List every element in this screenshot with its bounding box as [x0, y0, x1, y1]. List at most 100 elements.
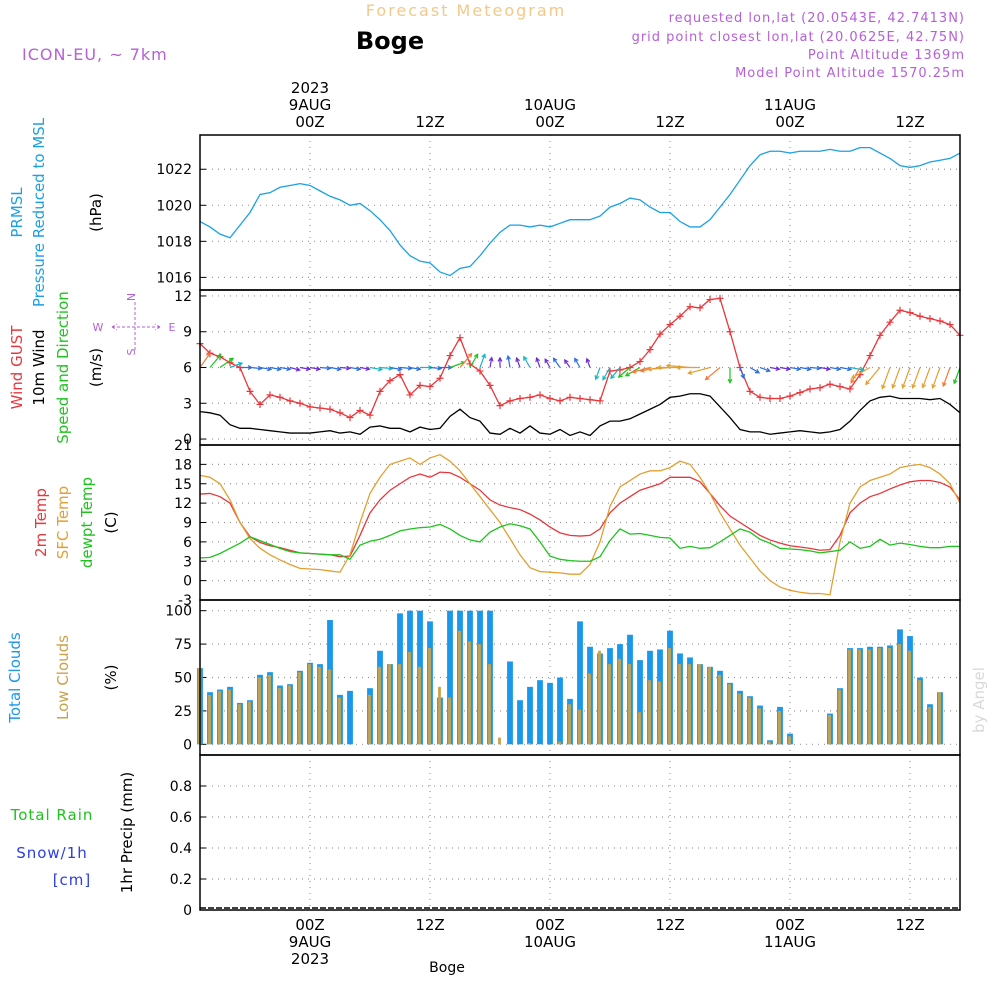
low-cloud-bar	[608, 664, 611, 745]
low-cloud-bar	[418, 666, 421, 745]
gust-marker	[486, 381, 494, 389]
gust-marker	[676, 312, 684, 320]
gust-marker	[936, 317, 944, 325]
wind-direction-arrow	[269, 366, 281, 370]
wind-arrow-head	[523, 355, 528, 361]
wind-arrow-head	[911, 383, 917, 389]
low-cloud-bar	[928, 706, 931, 745]
wind-arrow-head	[639, 367, 645, 373]
gust-marker	[406, 391, 414, 399]
wind-direction-arrow	[329, 366, 341, 370]
low-cloud-bar	[328, 669, 331, 745]
wind-arrow-head	[687, 370, 693, 375]
total-cloud-bar	[527, 686, 533, 745]
low-cloud-bar	[278, 688, 281, 745]
y-tick-label: 6	[183, 535, 192, 551]
y-tick-label: 25	[174, 704, 192, 720]
y-tick-label: 100	[165, 604, 192, 620]
wind-direction-arrow	[595, 367, 601, 380]
compass-e: E	[169, 321, 176, 334]
low-cloud-bar	[648, 680, 651, 745]
low-cloud-bar	[858, 649, 861, 745]
wind-direction-arrow	[618, 367, 631, 378]
panel-label: (%)	[102, 665, 120, 691]
y-tick-label: 18	[174, 457, 192, 473]
low-cloud-bar	[488, 664, 491, 745]
wind-direction-arrow	[369, 366, 382, 371]
y-tick-label: 0	[183, 432, 192, 448]
wind-arrow-head	[847, 366, 853, 372]
wind-direction-arrow	[953, 367, 961, 384]
gust-marker	[786, 392, 794, 400]
low-cloud-bar	[408, 652, 411, 745]
gust-marker	[416, 381, 424, 389]
wind-arrow-head	[356, 366, 362, 372]
y-tick-label: 0	[183, 903, 192, 919]
total-cloud-bar	[547, 682, 553, 745]
gust-marker	[716, 294, 724, 302]
wind-direction-arrow	[229, 362, 243, 369]
gust-marker	[906, 309, 914, 317]
y-tick-label: 1020	[156, 198, 192, 214]
gust-marker	[776, 395, 784, 402]
gust-marker	[266, 391, 274, 399]
low-cloud-bar	[478, 644, 481, 745]
wind-arrow-head	[515, 356, 520, 363]
y-tick-label: 1018	[156, 234, 192, 250]
low-cloud-bar	[468, 641, 471, 745]
gust-marker	[396, 371, 404, 379]
low-cloud-bar	[388, 664, 391, 745]
wind-arrow-head	[229, 357, 235, 363]
gust-marker	[916, 312, 924, 320]
time-label-top: 00Z	[535, 113, 564, 131]
compass-rose	[111, 302, 161, 350]
panel-label: Low Clouds	[54, 635, 72, 720]
wind-direction-arrow	[259, 366, 272, 371]
wind-direction-arrow	[779, 366, 790, 370]
wind-arrow-head	[594, 375, 600, 381]
panel-label: 1hr Precip (mm)	[118, 772, 136, 893]
gust-marker	[526, 393, 534, 401]
wind-arrow-head	[497, 356, 503, 362]
gust-marker	[666, 321, 674, 329]
gust-marker	[346, 414, 354, 422]
panel-3: -3 0 3 6 9 12 15 18 21 2m Temp SFC Temp dewpt Temp (…	[32, 438, 961, 609]
wind-arrow-head	[850, 374, 856, 379]
time-label-bottom: 00Z	[775, 916, 804, 934]
low-cloud-bar	[588, 673, 591, 745]
y-tick-label: 0	[183, 574, 192, 590]
time-label-bottom: 12Z	[895, 916, 924, 934]
y-tick-label: 6	[183, 361, 192, 377]
gust-marker	[636, 358, 644, 366]
wind-direction-arrow	[219, 357, 234, 368]
panel-2: 0 3 6 9 12 Wind GUST 10m Wind Speed and Directi…	[8, 289, 964, 448]
time-label-top: 11AUG	[764, 96, 816, 114]
wind-arrow-head	[365, 366, 371, 372]
gust-marker	[796, 389, 804, 397]
y-tick-label: 50	[174, 671, 192, 687]
low-cloud-bar	[888, 648, 891, 745]
time-label-bottom: 9AUG	[289, 933, 331, 951]
wind-arrow-head	[564, 358, 569, 365]
wind-direction-arrow	[389, 366, 402, 371]
gust-marker	[686, 303, 694, 311]
y-tick-label: -3	[178, 593, 192, 609]
wind-direction-arrow	[902, 367, 911, 389]
wind-arrow-head	[267, 366, 273, 372]
wind-direction-arrow	[479, 354, 486, 368]
wind-direction-arrow	[279, 366, 291, 370]
gust-marker	[446, 352, 454, 360]
wind-direction-arrow	[564, 359, 571, 368]
compass-n: N	[125, 293, 138, 301]
wind-direction-arrow	[769, 366, 780, 370]
low-cloud-bar	[868, 649, 871, 745]
y-tick-label: 1022	[156, 162, 192, 178]
low-cloud-bar	[688, 664, 691, 745]
low-cloud-bar	[898, 644, 901, 745]
time-label-bottom: 10AUG	[524, 933, 576, 951]
wind-arrow-head	[437, 365, 443, 371]
wind-arrow-head	[656, 365, 662, 370]
time-label-top: 00Z	[295, 113, 324, 131]
wind-arrow-head	[407, 365, 413, 371]
wind-direction-arrow	[536, 357, 541, 368]
